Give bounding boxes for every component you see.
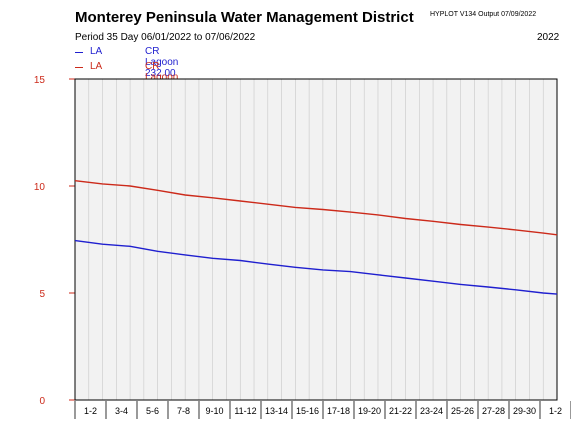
- legend-swatch-raw-level: [75, 52, 83, 53]
- plot-background: [75, 79, 557, 400]
- period-label: Period 35 Day 06/01/2022 to 07/06/2022: [75, 32, 256, 43]
- x-tick-label: 11-12: [234, 406, 256, 416]
- x-tick-label: 9-10: [205, 406, 223, 416]
- chart-title: Monterey Peninsula Water Management Dist…: [75, 9, 414, 26]
- y-tick-label: 0: [39, 396, 45, 407]
- x-tick-label: 7-8: [177, 406, 190, 416]
- y-tick-label: 5: [39, 289, 45, 300]
- y-tick-label: 10: [34, 182, 46, 193]
- x-tick-label: 27-28: [482, 406, 505, 416]
- legend-code-corrected-level: LA: [90, 61, 103, 72]
- year-label: 2022: [537, 32, 560, 43]
- x-tick-label: 1-2: [549, 406, 562, 416]
- x-tick-label: 1-2: [84, 406, 97, 416]
- x-tick-label: 29-30: [513, 406, 536, 416]
- x-tick-label: 15-16: [296, 406, 319, 416]
- y-tick-label: 15: [34, 75, 46, 86]
- x-tick-label: 23-24: [420, 406, 443, 416]
- x-tick-label: 5-6: [146, 406, 159, 416]
- series-line-raw-level: [74, 239, 558, 295]
- x-tick-label: 13-14: [265, 406, 288, 416]
- plot-area: 0 5 10 15 1-2 3-4 5-6 7-8 9-10 11-12 13-14 15-16 17-…: [34, 75, 571, 419]
- version-stamp: HYPLOT V134 Output 07/09/2022: [430, 11, 537, 18]
- legend-code-raw-level: LA: [90, 46, 103, 57]
- series-line-corrected-level: [74, 180, 558, 236]
- x-tick-label: 21-22: [389, 406, 412, 416]
- x-tick-label: 25-26: [451, 406, 474, 416]
- x-tick-label: 19-20: [358, 406, 381, 416]
- plot-border: [74, 78, 558, 401]
- legend-swatch-corrected-level: [75, 67, 83, 68]
- x-tick-label: 3-4: [115, 406, 128, 416]
- x-tick-label: 17-18: [327, 406, 350, 416]
